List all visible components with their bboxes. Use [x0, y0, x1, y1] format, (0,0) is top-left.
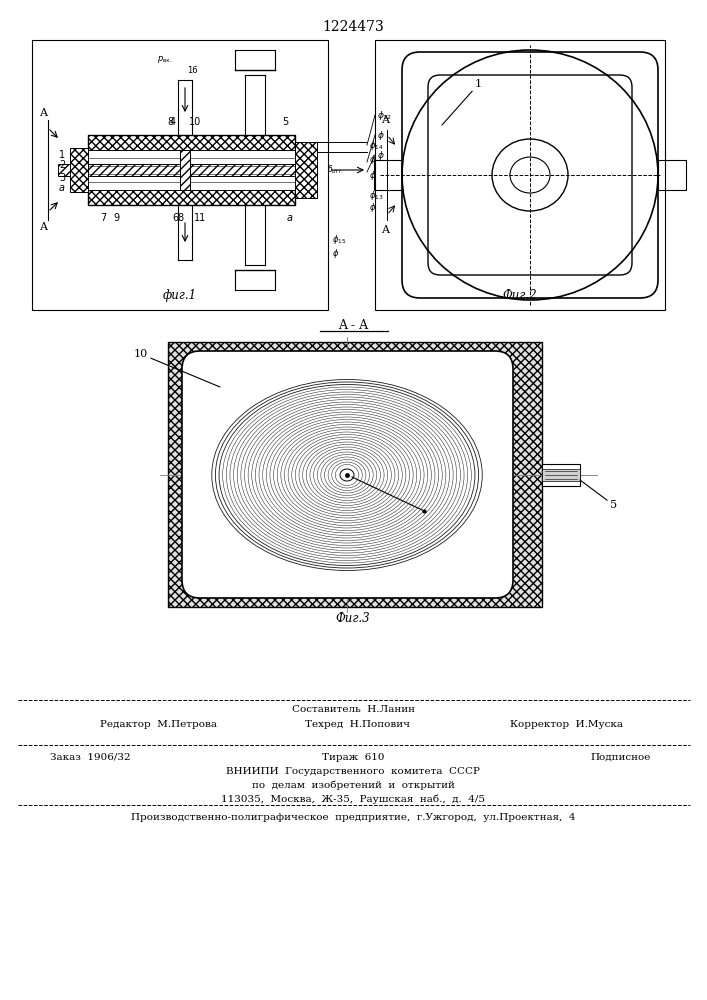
Bar	[658, 160, 686, 190]
Text: 9: 9	[113, 213, 119, 223]
Text: Фиг.2: Фиг.2	[503, 289, 537, 302]
Text: Подписное: Подписное	[590, 753, 650, 762]
Bar	[58, 164, 315, 176]
Text: 3: 3	[59, 173, 65, 183]
Text: Заказ  1906/32: Заказ 1906/32	[50, 753, 131, 762]
Text: A: A	[381, 225, 389, 235]
Text: A: A	[381, 115, 389, 125]
Text: по  делам  изобретений  и  открытий: по делам изобретений и открытий	[252, 781, 455, 790]
Text: 1224473: 1224473	[322, 20, 384, 34]
Text: a: a	[59, 183, 65, 193]
Text: Корректор  И.Муска: Корректор И.Муска	[510, 720, 623, 729]
Bar	[180, 150, 190, 190]
Text: $p_{\rm вх.}$: $p_{\rm вх.}$	[157, 54, 173, 65]
Bar	[168, 342, 542, 607]
Text: 2: 2	[59, 160, 65, 170]
Text: $\phi$: $\phi$	[369, 202, 376, 215]
Bar	[70, 148, 88, 192]
Text: $\phi$: $\phi$	[377, 128, 385, 141]
Text: 16: 16	[187, 66, 198, 75]
Bar	[542, 464, 580, 486]
Text: 10: 10	[134, 349, 220, 387]
Text: $\phi$: $\phi$	[332, 246, 339, 259]
Text: $\phi$: $\phi$	[369, 153, 376, 166]
Text: Фиг.3: Фиг.3	[336, 612, 370, 625]
Text: a: a	[287, 213, 293, 223]
Bar	[374, 160, 402, 190]
Text: Редактор  М.Петрова: Редактор М.Петрова	[100, 720, 217, 729]
Bar	[542, 469, 580, 481]
Text: фиг.1: фиг.1	[163, 289, 197, 302]
Text: Составитель  Н.Ланин: Составитель Н.Ланин	[291, 705, 414, 714]
Text: 5: 5	[580, 480, 617, 510]
Bar	[88, 150, 295, 190]
Text: Техред  Н.Попович: Техред Н.Попович	[305, 720, 410, 729]
Text: 5: 5	[282, 117, 288, 127]
Text: 6: 6	[172, 213, 178, 223]
Text: 8: 8	[167, 117, 173, 127]
Bar	[295, 142, 317, 198]
Text: $\phi$: $\phi$	[377, 148, 385, 161]
Bar	[88, 135, 295, 205]
Text: $\phi_{13}$: $\phi_{13}$	[369, 188, 384, 202]
Text: ВНИИПИ  Государственного  комитета  СССР: ВНИИПИ Государственного комитета СССР	[226, 767, 480, 776]
Text: 1: 1	[59, 150, 65, 160]
Text: 1: 1	[442, 79, 482, 125]
Text: $\phi_{12}$: $\phi_{12}$	[377, 108, 392, 121]
Text: Производственно-полиграфическое  предприятие,  г.Ужгород,  ул.Проектная,  4: Производственно-полиграфическое предприя…	[131, 813, 575, 822]
Text: Тираж  610: Тираж 610	[322, 753, 384, 762]
Text: A: A	[39, 222, 47, 232]
Text: A - A: A - A	[338, 319, 368, 332]
Text: 4: 4	[170, 117, 176, 127]
Bar	[375, 40, 665, 310]
Text: $\delta_{\rm отг.}$: $\delta_{\rm отг.}$	[327, 164, 344, 176]
Bar	[88, 135, 295, 150]
Text: 8: 8	[177, 213, 183, 223]
Text: 11: 11	[194, 213, 206, 223]
Text: 113035,  Москва,  Ж-35,  Раушская  наб.,  д.  4/5: 113035, Москва, Ж-35, Раушская наб., д. …	[221, 795, 485, 804]
Text: A: A	[39, 108, 47, 118]
Bar	[32, 40, 328, 310]
Bar	[88, 190, 295, 205]
Text: $\phi_{14}$: $\phi_{14}$	[369, 138, 384, 151]
Text: $\phi_{15}$: $\phi_{15}$	[332, 233, 346, 246]
Text: 7: 7	[100, 213, 106, 223]
FancyBboxPatch shape	[182, 351, 513, 598]
Text: 10: 10	[189, 117, 201, 127]
Text: $\phi$: $\phi$	[369, 168, 376, 182]
